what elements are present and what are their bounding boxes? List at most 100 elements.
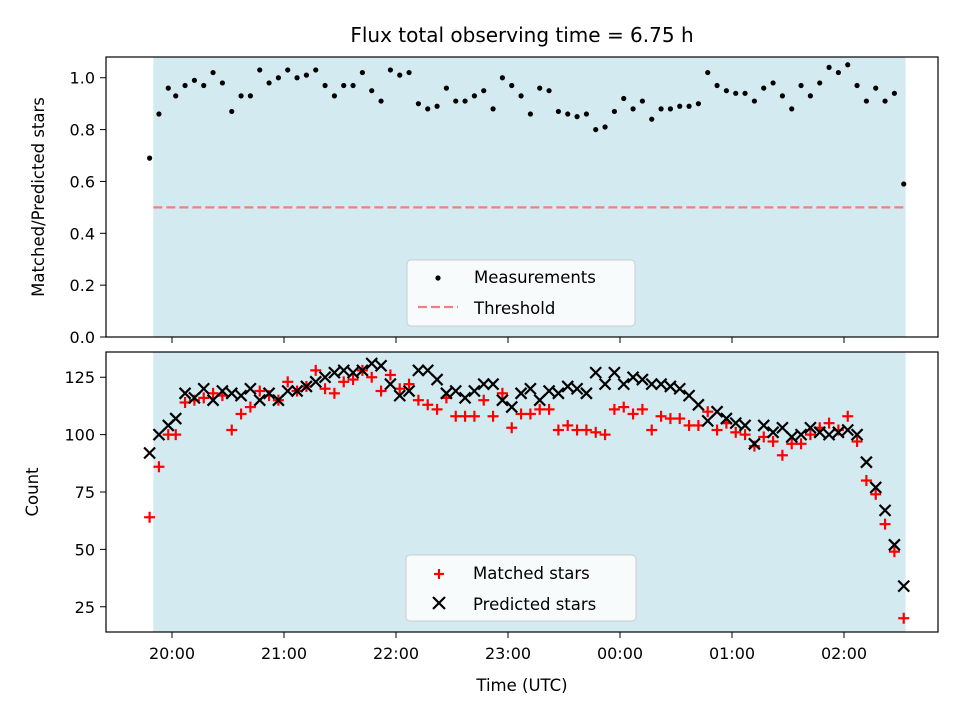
legend-predicted-marker — [432, 596, 446, 610]
measurement-point — [555, 108, 562, 115]
matched-star-point — [888, 546, 900, 558]
matched-star-point — [842, 410, 854, 422]
predicted-star-point — [813, 426, 827, 439]
predicted-star-point — [617, 377, 631, 391]
predicted-star-point — [505, 400, 519, 414]
measurement-point — [770, 80, 776, 86]
measurement-point — [901, 181, 907, 187]
measurement-point — [397, 72, 403, 78]
predicted-star-point — [860, 455, 873, 469]
bottom-x-tick-label: 21:00 — [261, 644, 307, 663]
matched-star-point — [384, 369, 396, 381]
matched-star-point — [375, 385, 387, 397]
predicted-star-point — [440, 387, 453, 400]
measurement-point — [210, 69, 216, 76]
measurement-point — [156, 111, 162, 117]
measurement-point — [471, 93, 477, 99]
predicted-star-point — [486, 377, 500, 391]
measurement-point — [453, 98, 459, 104]
matched-star-point — [226, 424, 238, 436]
predicted-star-point — [897, 579, 911, 593]
predicted-star-point — [514, 387, 528, 400]
predicted-star-point — [365, 357, 379, 370]
predicted-star-point — [188, 391, 201, 405]
measurement-point — [751, 98, 758, 104]
predicted-star-point — [496, 393, 509, 407]
predicted-star-point — [468, 384, 481, 398]
predicted-star-point — [337, 364, 351, 377]
predicted-star-point — [524, 382, 537, 395]
measurement-point — [201, 82, 207, 89]
matched-star-point — [310, 364, 322, 376]
predicted-star-point — [654, 377, 668, 391]
legend-threshold-label: Threshold — [473, 299, 555, 318]
matched-star-point — [804, 429, 816, 441]
measurement-point — [574, 114, 580, 120]
measurement-point — [266, 80, 272, 86]
measurement-point — [611, 108, 618, 115]
top-x-ticks — [171, 337, 845, 343]
measurement-point — [518, 93, 524, 99]
matched-star-point — [580, 424, 592, 436]
predicted-star-point — [253, 393, 267, 407]
predicted-star-point — [570, 382, 584, 395]
matched-star-point — [608, 403, 620, 415]
predicted-star-point — [234, 389, 248, 402]
predicted-star-point — [841, 423, 855, 437]
top-y-tick-label: 0.6 — [70, 172, 95, 191]
matched-star-point — [478, 394, 490, 406]
measurement-point — [667, 106, 674, 112]
measurement-point — [527, 111, 534, 117]
bottom-y-ticks: 25 50 75 100 125 — [64, 368, 106, 617]
matched-star-point — [412, 394, 424, 406]
predicted-star-point — [748, 437, 761, 451]
matched-star-point — [636, 403, 648, 415]
top-y-tick-label: 0.0 — [70, 328, 95, 347]
predicted-star-point — [449, 384, 463, 398]
matched-star-point — [515, 408, 527, 420]
measurement-point — [882, 98, 888, 104]
top-axes-frame — [105, 56, 939, 338]
measurement-point — [462, 98, 468, 104]
top-y-tick-label: 0.8 — [70, 121, 95, 140]
x-axis-label: Time (UTC) — [475, 676, 567, 695]
measurement-point — [583, 111, 590, 117]
matched-star-point — [534, 403, 546, 415]
measurement-point — [630, 106, 636, 112]
measurement-point — [686, 103, 692, 109]
measurement-point — [779, 93, 786, 99]
matched-star-point — [496, 387, 508, 399]
measurement-point — [247, 93, 253, 99]
predicted-star-point — [682, 389, 696, 402]
bottom-x-tick-label: 02:00 — [821, 644, 867, 663]
measurement-point — [294, 75, 300, 81]
measurement-points — [147, 62, 907, 187]
matched-star-point — [571, 424, 583, 436]
bottom-x-tick-label: 20:00 — [149, 644, 195, 663]
matched-star-point — [487, 410, 499, 422]
bottom-x-tick-label: 01:00 — [709, 644, 755, 663]
predicted-star-point — [533, 393, 547, 407]
matched-star-point — [599, 429, 611, 441]
measurement-point — [350, 82, 356, 89]
measurement-point — [761, 85, 767, 91]
measurement-point — [742, 90, 748, 96]
bottom-x-tick-label: 22:00 — [373, 644, 419, 663]
matched-star-point — [338, 376, 350, 388]
matched-star-point — [282, 376, 294, 388]
predicted-star-point — [794, 428, 808, 441]
measurement-point — [509, 82, 515, 89]
measurement-point — [219, 80, 225, 86]
top-legend: Measurements Threshold — [406, 259, 636, 327]
predicted-star-point — [710, 405, 724, 418]
predicted-star-point — [393, 389, 407, 402]
predicted-star-point — [580, 387, 593, 400]
measurement-point — [425, 106, 431, 112]
predicted-star-point — [216, 384, 229, 398]
measurement-point — [723, 88, 730, 94]
matched-star-point — [767, 436, 779, 448]
matched-star-point — [627, 408, 639, 420]
matched-star-point — [235, 408, 247, 420]
measurement-point — [733, 90, 739, 96]
bottom-legend-box — [405, 554, 637, 622]
